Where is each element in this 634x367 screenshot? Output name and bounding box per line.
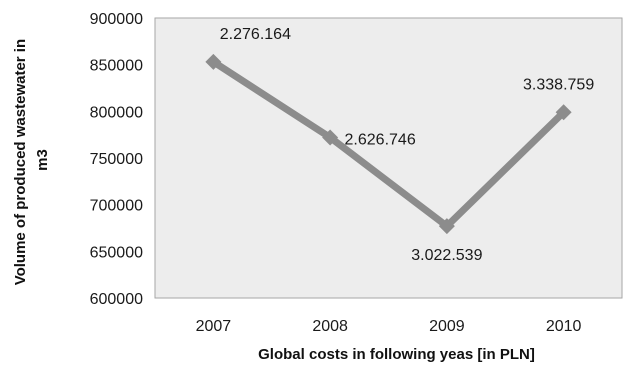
data-label: 2.626.746 [345, 131, 416, 148]
x-axis-title: Global costs in following yeas [in PLN] [258, 346, 535, 363]
data-point-marker [322, 129, 339, 146]
data-label: 2.276.164 [220, 26, 291, 43]
series-line [211, 58, 567, 230]
y-tick-label: 700000 [90, 198, 143, 215]
y-tick-label: 650000 [90, 244, 143, 261]
y-axis-title-line-2: m3 [34, 149, 51, 171]
x-axis: 2007 2008 2009 2010 [196, 318, 582, 335]
y-tick-label: 900000 [90, 11, 143, 28]
y-axis: 600000 650000 700000 750000 800000 850000 9000… [90, 11, 143, 308]
series-markers [205, 53, 572, 235]
data-label: 3.338.759 [523, 76, 594, 93]
plot-area [154, 17, 623, 299]
x-tick-label: 2007 [196, 318, 232, 335]
x-tick-label: 2010 [546, 318, 582, 335]
data-labels: 2.276.164 2.626.746 3.022.539 3.338.759 [220, 26, 595, 264]
y-tick-label: 800000 [90, 104, 143, 121]
y-axis-title: Volume of produced wastewater in m3 [12, 35, 51, 286]
x-tick-label: 2008 [312, 318, 348, 335]
data-point-marker [555, 104, 572, 121]
y-tick-label: 850000 [90, 58, 143, 75]
data-point-marker [205, 53, 222, 70]
data-label: 3.022.539 [411, 247, 482, 264]
x-tick-label: 2009 [429, 318, 465, 335]
data-point-marker [438, 218, 455, 235]
y-tick-label: 750000 [90, 151, 143, 168]
y-tick-label: 600000 [90, 291, 143, 308]
y-axis-title-line-1: Volume of produced wastewater in [12, 39, 29, 285]
